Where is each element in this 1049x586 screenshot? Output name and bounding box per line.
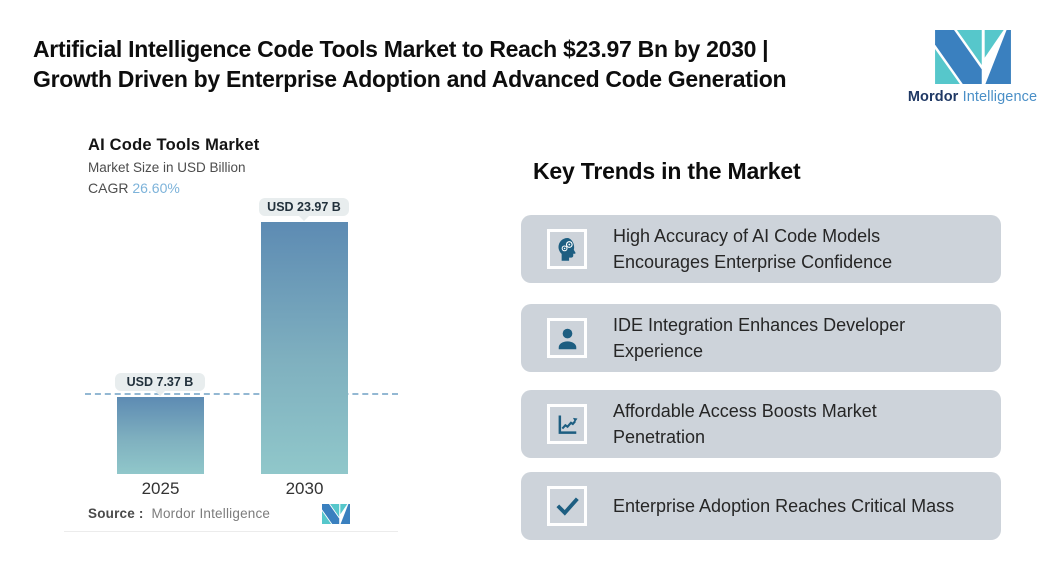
brand-logo: Mordor Intelligence (905, 30, 1040, 105)
growth-chart-icon (558, 415, 578, 434)
x-axis-label-2025: 2025 (141, 479, 180, 498)
checkmark-icon (555, 496, 579, 516)
cagr-label: CAGR (88, 180, 129, 196)
chart-divider (64, 531, 398, 532)
trend-text: Enterprise Adoption Reaches Critical Mas… (613, 496, 955, 516)
trend-text: High Accuracy of AI Code Models Encourag… (613, 226, 893, 272)
brand-name-bold: Mordor (907, 89, 959, 105)
developer-person-icon (558, 328, 576, 349)
trend-text: IDE Integration Enhances Developer Exper… (613, 315, 906, 361)
cagr-value: 26.60% (132, 180, 180, 196)
trend-text: Affordable Access Boosts Market Penetrat… (613, 401, 877, 447)
x-axis-label-2030: 2030 (285, 479, 324, 498)
trend-card-high-accuracy: High Accuracy of AI Code Models Encourag… (521, 215, 1001, 283)
trend-card-ide-integration: IDE Integration Enhances Developer Exper… (521, 304, 1001, 372)
icon-box (547, 318, 587, 358)
headline-line-1: Artificial Intelligence Code Tools Marke… (33, 36, 769, 62)
bar-value-pill-2025: USD 7.37 B (115, 373, 205, 396)
bar-value-pill-2030: USD 23.97 B (259, 198, 349, 221)
reference-dashed-line (85, 393, 398, 395)
source-logo-icon (322, 504, 350, 529)
ai-head-gears-icon (558, 237, 575, 261)
headline: Artificial Intelligence Code Tools Marke… (33, 34, 893, 94)
bar-2025 (117, 397, 204, 474)
mordor-logo-icon (934, 30, 1011, 84)
chart-title: AI Code Tools Market (88, 136, 260, 154)
icon-box (547, 404, 587, 444)
brand-name: Mordor Intelligence (907, 89, 1038, 105)
mordor-logo-small-icon (322, 504, 350, 524)
trend-card-affordable-access: Affordable Access Boosts Market Penetrat… (521, 390, 1001, 458)
cagr: CAGR 26.60% (88, 180, 180, 196)
trend-card-enterprise-adoption: Enterprise Adoption Reaches Critical Mas… (521, 472, 1001, 540)
icon-box (547, 229, 587, 269)
chart-source: Source : Mordor Intelligence (88, 506, 271, 521)
chart-subtitle: Market Size in USD Billion (88, 160, 246, 175)
headline-line-2: Growth Driven by Enterprise Adoption and… (33, 66, 787, 92)
icon-box (547, 486, 587, 526)
source-label: Source : (88, 506, 144, 521)
bar-2030 (261, 222, 348, 474)
key-trends-heading: Key Trends in the Market (533, 158, 801, 184)
